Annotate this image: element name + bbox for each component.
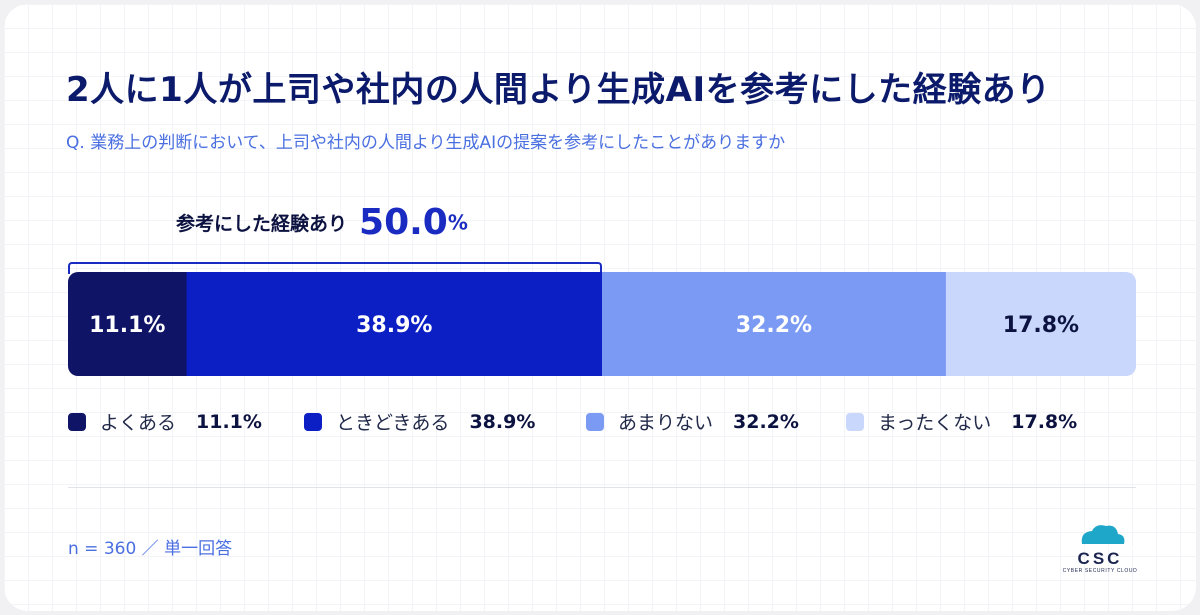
bar-segment-sometimes [186, 272, 603, 376]
legend-label-often: よくある [100, 412, 177, 434]
legend-value-rarely: 32.2% [733, 410, 799, 433]
legend-swatch-sometimes [304, 412, 322, 431]
legend-swatch-often [68, 412, 86, 431]
chart-card: 2人に1人が上司や社内の人間より生成AIを参考にした経験あり Q. 業務上の判断… [4, 4, 1196, 611]
sample-note: n = 360 ／ 単一回答 [68, 539, 233, 559]
cloud-logo-icon [1081, 525, 1125, 544]
legend-item-never: まったくない 17.8% [846, 408, 1077, 435]
legend-value-sometimes: 38.9% [469, 410, 536, 433]
bar-segment-rarely [602, 272, 947, 376]
bar-value-label-never: 17.8% [1003, 313, 1079, 338]
survey-question: Q. 業務上の判断において、上司や社内の人間より生成AIの提案を参考にしたことが… [66, 133, 786, 153]
legend-item-sometimes: ときどきある 38.9% [304, 408, 535, 435]
legend-item-often: よくある 11.1% [68, 408, 262, 435]
legend-label-never: まったくない [878, 412, 992, 434]
legend: よくある 11.1% ときどきある 38.9% あまりない 32.2% まったく… [68, 408, 1128, 442]
legend-swatch-rarely [586, 412, 604, 431]
legend-value-often: 11.1% [196, 410, 262, 433]
combined-bracket [68, 262, 602, 274]
legend-swatch-never [846, 412, 864, 431]
stacked-bar-chart: 11.1% 38.9% 32.2% 17.8% [68, 272, 1136, 376]
bar-value-label-sometimes: 38.9% [356, 313, 432, 338]
legend-label-sometimes: ときどきある [336, 412, 450, 434]
bar-value-label-often: 11.1% [89, 313, 165, 338]
chart-title: 2人に1人が上司や社内の人間より生成AIを参考にした経験あり [66, 70, 1051, 110]
combined-annotation: 参考にした経験あり 50.0% [176, 202, 468, 243]
bar-segment-often [68, 272, 188, 376]
divider [68, 487, 1136, 488]
bar-segment-never [945, 272, 1136, 376]
bar-value-label-rarely: 32.2% [736, 313, 812, 338]
bar-segments [68, 272, 1136, 376]
legend-label-rarely: あまりない [618, 412, 714, 434]
svg-text:CSC: CSC [1078, 549, 1123, 568]
combined-annotation-value: 50.0 [359, 202, 448, 243]
legend-value-never: 17.8% [1011, 410, 1078, 433]
legend-item-rarely: あまりない 32.2% [586, 408, 799, 435]
csc-logo: CSC CYBER SECURITY CLOUD [1063, 525, 1138, 574]
combined-annotation-label: 参考にした経験あり [176, 213, 348, 235]
svg-text:CYBER SECURITY CLOUD: CYBER SECURITY CLOUD [1063, 568, 1138, 574]
combined-annotation-unit: % [447, 210, 468, 235]
